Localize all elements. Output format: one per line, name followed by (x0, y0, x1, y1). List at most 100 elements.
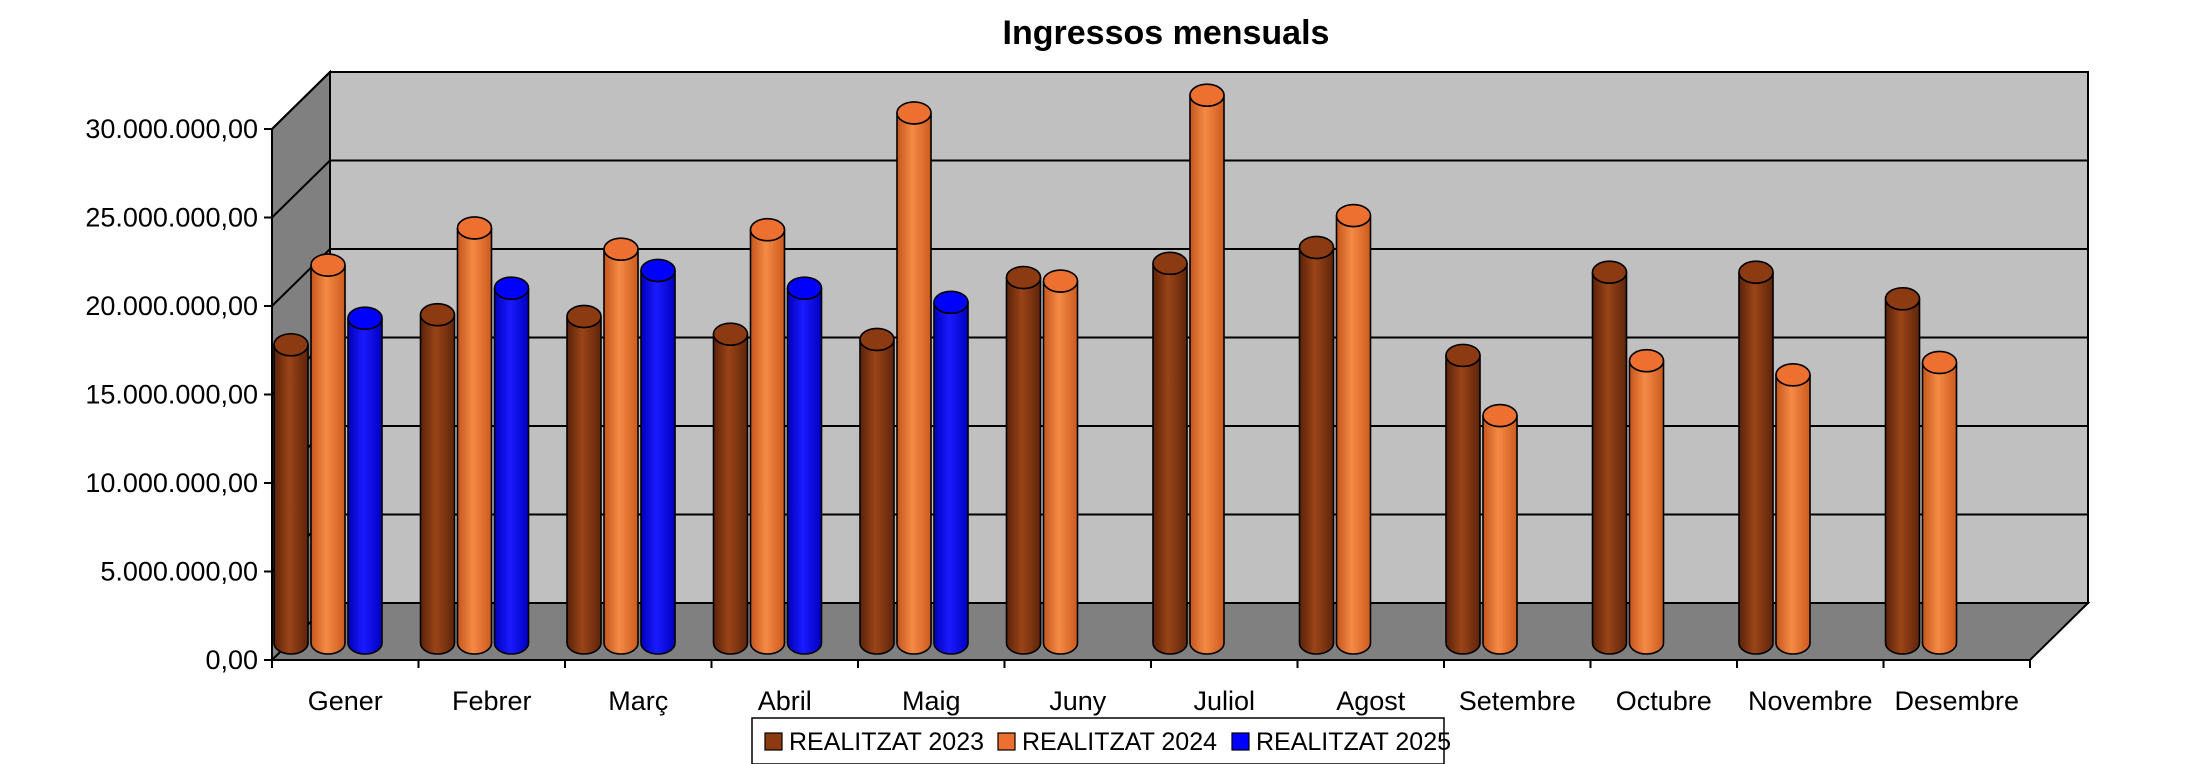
bar (786, 276, 823, 655)
bar (1884, 286, 1921, 655)
bar-top (1738, 260, 1774, 284)
bar-body (1738, 272, 1774, 655)
bar-body (273, 344, 309, 655)
legend-swatch (1231, 732, 1250, 751)
x-tick-label: Gener (308, 686, 383, 716)
bar-body (419, 314, 456, 655)
bar (1152, 251, 1188, 655)
bar-body (749, 229, 786, 655)
bar-top (1189, 83, 1225, 107)
x-tick-label: Maig (902, 686, 961, 716)
bar-top (640, 258, 676, 283)
bar-body (1042, 280, 1079, 655)
bar (1921, 350, 1958, 655)
bar-body (310, 265, 346, 655)
bar (859, 327, 895, 655)
x-tick-label: Juliol (1193, 686, 1255, 716)
bar-top (896, 101, 932, 125)
legend-box (751, 717, 1445, 764)
gridline-side (271, 159, 331, 219)
bar (1298, 235, 1335, 655)
bar (1738, 260, 1774, 655)
bar-body (640, 270, 676, 655)
x-tick-label: Abril (758, 686, 812, 716)
bar (640, 258, 676, 655)
y-tick-label: 10.000.000,00 (85, 468, 258, 498)
bar-body (603, 249, 639, 655)
bar-body (859, 339, 895, 655)
legend-label: REALITZAT 2025 (1256, 728, 1451, 756)
y-axis-ticks: 0,00 5.000.000,00 10.000.000,00 15.000.000,… (85, 114, 272, 675)
bar-body (1005, 277, 1042, 655)
bar-top (347, 306, 383, 331)
x-tick-label: Febrer (452, 686, 532, 716)
bar-top (786, 276, 823, 300)
x-tick-label: Novembre (1748, 686, 1873, 716)
bars (273, 83, 1958, 655)
bar (493, 276, 530, 655)
bar (1482, 403, 1518, 655)
bar (1628, 348, 1665, 655)
bar-body (786, 288, 823, 655)
bar-body (1298, 247, 1335, 655)
bar (1042, 269, 1079, 655)
bar-top (1042, 269, 1079, 293)
bar-top (1591, 260, 1628, 284)
bar-top (310, 253, 346, 277)
bar-body (1335, 215, 1372, 655)
x-tick-label: Setembre (1459, 686, 1576, 716)
y-tick-label: 15.000.000,00 (85, 380, 258, 410)
bar (1775, 363, 1811, 655)
bar-body (1591, 272, 1628, 655)
bar-body (1884, 298, 1921, 655)
bar-top (1152, 251, 1188, 276)
bar-top (493, 276, 530, 300)
bar-body (1482, 415, 1518, 655)
bar-body (1921, 362, 1958, 655)
x-tick-label: Març (608, 686, 668, 716)
bar (310, 253, 346, 655)
bar (603, 237, 639, 655)
bar (566, 304, 602, 655)
bar (749, 217, 786, 655)
legend-label: REALITZAT 2024 (1022, 728, 1217, 756)
bar-body (1152, 263, 1188, 655)
bar-top (603, 237, 639, 261)
bar-body (566, 316, 602, 655)
bar-top (273, 332, 309, 357)
y-tick-label: 0,00 (205, 645, 258, 675)
bar-top (456, 216, 493, 240)
legend-label: REALITZAT 2023 (789, 728, 984, 756)
bar (1445, 343, 1481, 655)
bar (896, 101, 932, 655)
bar-top (933, 290, 969, 315)
bar-body (1189, 95, 1225, 655)
bar-top (1775, 363, 1811, 387)
bar-top (1335, 203, 1372, 228)
bar (933, 290, 969, 655)
bar-top (749, 217, 786, 242)
bar (1335, 203, 1372, 655)
y-tick-label: 5.000.000,00 (100, 557, 258, 587)
legend-swatch (997, 732, 1016, 751)
bar-top (1628, 348, 1665, 373)
chart-title: Ingressos mensuals (1003, 14, 1330, 52)
bar-body (712, 334, 749, 655)
bar-body (933, 302, 969, 655)
x-tick-label: Juny (1049, 686, 1107, 716)
bar-top (1482, 403, 1518, 428)
bar-top (859, 327, 895, 352)
bar (273, 332, 309, 655)
bar (1189, 83, 1225, 655)
legend: REALITZAT 2023 REALITZAT 2024 REALITZAT 20… (751, 717, 1451, 764)
y-tick-label: 20.000.000,00 (85, 291, 258, 321)
bar-body (456, 227, 493, 655)
bar-top (1884, 286, 1921, 311)
bar-body (1445, 355, 1481, 655)
x-tick-label: Octubre (1616, 686, 1712, 716)
bar-top (1298, 235, 1335, 260)
bar (347, 306, 383, 655)
y-tick-label: 25.000.000,00 (85, 203, 258, 233)
bar-top (1005, 265, 1042, 290)
